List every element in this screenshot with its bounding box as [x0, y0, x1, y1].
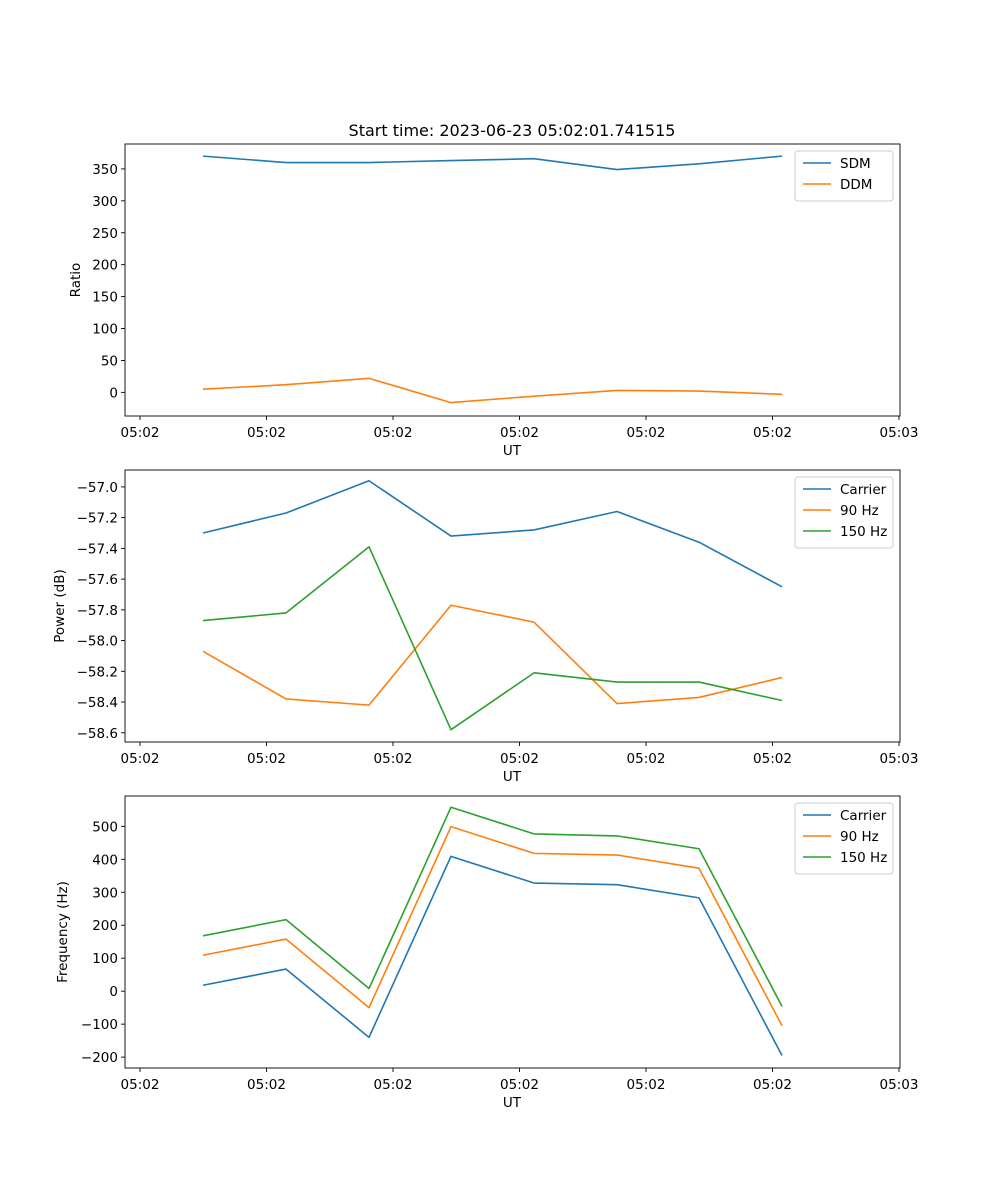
- axes-frame: [124, 143, 901, 417]
- y-axis-label: Frequency (Hz): [55, 881, 71, 983]
- legend-label: DDM: [840, 177, 872, 193]
- y-tick-label: 100: [92, 951, 118, 967]
- y-tick-label: 50: [101, 353, 118, 369]
- figure-title: Start time: 2023-06-23 05:02:01.741515: [349, 121, 676, 140]
- y-tick-label: 300: [92, 194, 118, 210]
- x-tick-label: 05:02: [121, 425, 160, 441]
- x-tick-label: 05:03: [880, 1077, 919, 1093]
- x-tick-label: 05:02: [500, 425, 539, 441]
- legend-label: Carrier: [840, 482, 887, 498]
- x-axis-label: UT: [503, 769, 522, 785]
- legend: Carrier 90 Hz 150 Hz: [794, 802, 894, 875]
- x-tick-label: 05:02: [627, 425, 666, 441]
- legend: Carrier 90 Hz 150 Hz: [794, 476, 894, 549]
- x-tick-label: 05:03: [880, 425, 919, 441]
- legend-label: 150 Hz: [840, 850, 887, 866]
- y-tick-label: 300: [92, 885, 118, 901]
- axes-frame: [124, 469, 901, 743]
- legend-label: SDM: [840, 156, 871, 172]
- x-tick-label: 05:02: [753, 751, 792, 767]
- y-tick-label: −200: [81, 1050, 118, 1066]
- y-tick-label: 150: [92, 290, 118, 306]
- x-tick-label: 05:02: [374, 425, 413, 441]
- subplot-ratio: 05:02 05:02 05:02 05:02 05:02 05:02 05:03 0 50 10…: [68, 143, 919, 459]
- x-axis-label: UT: [503, 443, 522, 459]
- x-tick-label: 05:02: [247, 1077, 286, 1093]
- subplot-power: 05:02 05:02 05:02 05:02 05:02 05:02 05:03 −57.0…: [52, 469, 919, 785]
- series-line-90-hz: [202, 825, 783, 1027]
- y-tick-label: 400: [92, 852, 118, 868]
- y-tick-label: −57.8: [77, 603, 118, 619]
- series-line-90-hz: [202, 604, 783, 706]
- x-tick-label: 05:02: [753, 425, 792, 441]
- x-tick-label: 05:02: [500, 1077, 539, 1093]
- series-line-150-hz: [202, 806, 783, 1007]
- x-tick-label: 05:02: [247, 751, 286, 767]
- x-tick-label: 05:02: [500, 751, 539, 767]
- x-tick-label: 05:02: [374, 751, 413, 767]
- x-axis-label: UT: [503, 1095, 522, 1111]
- y-tick-label: −58.2: [77, 664, 118, 680]
- y-tick-label: 500: [92, 819, 118, 835]
- x-tick-label: 05:02: [247, 425, 286, 441]
- legend-label: 150 Hz: [840, 524, 887, 540]
- y-tick-label: 200: [92, 918, 118, 934]
- series-line-carrier: [202, 479, 783, 588]
- x-tick-label: 05:02: [121, 1077, 160, 1093]
- y-tick-label: −57.6: [77, 572, 118, 588]
- series-line-ddm: [202, 377, 783, 404]
- legend: SDM DDM: [794, 150, 894, 202]
- subplot-frequency: 05:02 05:02 05:02 05:02 05:02 05:02 05:03 −200 −…: [55, 795, 919, 1111]
- y-tick-label: −100: [81, 1017, 118, 1033]
- y-axis-label: Ratio: [68, 263, 84, 298]
- x-tick-label: 05:02: [374, 1077, 413, 1093]
- x-tick-label: 05:02: [753, 1077, 792, 1093]
- series-line-carrier: [202, 855, 783, 1056]
- x-tick-label: 05:02: [627, 751, 666, 767]
- x-tick-label: 05:02: [121, 751, 160, 767]
- y-tick-label: −58.4: [77, 695, 118, 711]
- axes-frame: [124, 795, 901, 1069]
- y-tick-label: −57.2: [77, 511, 118, 527]
- y-tick-label: 100: [92, 322, 118, 338]
- x-tick-label: 05:02: [627, 1077, 666, 1093]
- y-tick-label: 200: [92, 258, 118, 274]
- x-tick-label: 05:03: [880, 751, 919, 767]
- y-tick-label: −58.6: [77, 726, 118, 742]
- y-tick-label: 250: [92, 226, 118, 242]
- legend-label: 90 Hz: [840, 829, 879, 845]
- series-line-150-hz: [202, 546, 783, 731]
- y-tick-label: −58.0: [77, 634, 118, 650]
- y-tick-label: −57.4: [77, 541, 118, 557]
- y-tick-label: −57.0: [77, 480, 118, 496]
- legend-label: Carrier: [840, 808, 887, 824]
- y-axis-label: Power (dB): [52, 569, 68, 642]
- legend-label: 90 Hz: [840, 503, 879, 519]
- y-tick-label: 0: [109, 385, 118, 401]
- y-tick-label: 0: [109, 984, 118, 1000]
- series-line-sdm: [202, 155, 783, 171]
- y-tick-label: 350: [92, 162, 118, 178]
